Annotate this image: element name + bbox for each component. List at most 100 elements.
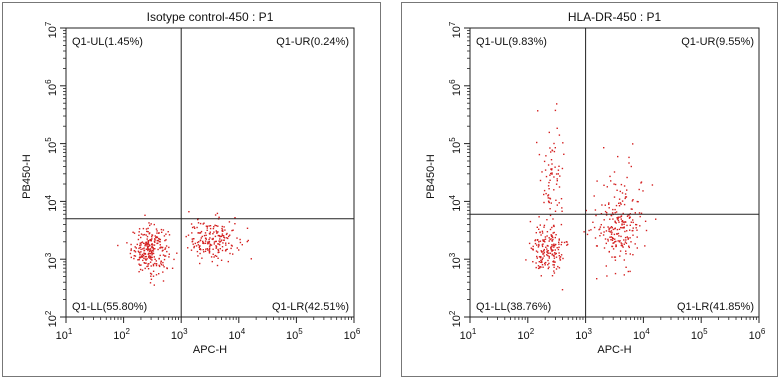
chart-title: HLA-DR-450 : P1 — [568, 10, 662, 24]
data-point — [545, 261, 547, 264]
data-point — [221, 233, 224, 235]
data-point — [225, 242, 227, 244]
data-point — [609, 231, 611, 233]
data-point — [607, 226, 609, 228]
data-point — [559, 259, 562, 261]
data-point — [163, 258, 166, 261]
data-point — [567, 243, 569, 246]
data-point — [559, 175, 561, 177]
data-point — [600, 213, 603, 215]
data-point — [624, 197, 626, 200]
data-point — [222, 242, 224, 244]
data-point — [595, 245, 598, 247]
data-point — [150, 250, 152, 252]
data-point — [548, 262, 550, 265]
data-point — [583, 231, 585, 233]
data-point — [546, 244, 549, 247]
data-point — [199, 262, 201, 265]
data-point — [149, 252, 151, 255]
y-axis-label: PB450-H — [21, 154, 33, 199]
data-point — [621, 220, 623, 223]
data-point — [620, 226, 622, 229]
data-point — [208, 252, 211, 254]
x-axis-label: APC-H — [193, 344, 227, 356]
data-points — [117, 211, 252, 286]
data-point — [215, 225, 218, 227]
data-point — [546, 248, 548, 250]
data-point — [155, 260, 157, 262]
data-point — [544, 169, 547, 171]
data-point — [608, 230, 610, 232]
data-point — [222, 230, 224, 232]
data-point — [555, 183, 558, 185]
data-point — [608, 207, 610, 209]
data-point — [148, 253, 150, 255]
data-point — [541, 264, 544, 266]
data-point — [629, 253, 631, 255]
data-point — [217, 234, 219, 237]
data-point — [147, 243, 150, 245]
data-point — [546, 250, 548, 252]
data-point — [548, 255, 550, 258]
data-point — [612, 248, 615, 250]
data-point — [146, 258, 148, 260]
data-point — [544, 262, 546, 264]
data-point — [628, 162, 630, 164]
data-point — [228, 221, 231, 223]
data-point — [198, 245, 201, 247]
data-point — [138, 263, 140, 265]
data-point — [603, 231, 605, 233]
data-point — [204, 240, 207, 242]
data-point — [159, 254, 161, 257]
data-point — [552, 218, 554, 220]
data-point — [625, 239, 627, 241]
data-point — [625, 242, 628, 244]
data-point — [143, 257, 145, 259]
data-point — [150, 278, 153, 280]
data-point — [214, 235, 217, 238]
data-point — [624, 236, 627, 239]
data-point — [551, 245, 553, 248]
data-point — [547, 194, 550, 196]
data-point — [604, 204, 606, 206]
data-point — [614, 208, 616, 211]
data-point — [552, 249, 554, 251]
data-point — [630, 221, 632, 223]
data-point — [140, 256, 142, 258]
data-point — [221, 249, 224, 252]
data-point — [627, 238, 629, 240]
data-point — [626, 236, 628, 238]
data-point — [193, 226, 195, 228]
data-point — [616, 217, 618, 219]
data-point — [632, 221, 634, 224]
data-point — [535, 250, 538, 252]
data-point — [144, 262, 146, 264]
data-point — [555, 252, 557, 255]
data-point — [632, 229, 634, 232]
data-point — [545, 192, 547, 195]
data-point — [162, 229, 165, 231]
data-point — [620, 235, 622, 238]
data-point — [151, 234, 154, 236]
data-point — [613, 196, 616, 198]
data-point — [554, 249, 556, 251]
data-point — [228, 242, 230, 244]
data-point — [536, 244, 538, 246]
data-point — [154, 258, 156, 260]
data-point — [156, 230, 158, 232]
data-point — [599, 235, 601, 237]
data-point — [603, 247, 606, 249]
data-point — [550, 247, 552, 249]
data-point — [554, 147, 556, 149]
data-point — [635, 223, 637, 226]
x-tick-label: 104 — [228, 327, 245, 342]
data-point — [198, 241, 200, 243]
data-point — [623, 223, 625, 225]
data-point — [619, 250, 622, 252]
data-point — [551, 168, 553, 170]
data-point — [147, 263, 149, 265]
data-point — [208, 238, 210, 241]
data-point — [550, 248, 553, 251]
data-point — [151, 249, 153, 252]
